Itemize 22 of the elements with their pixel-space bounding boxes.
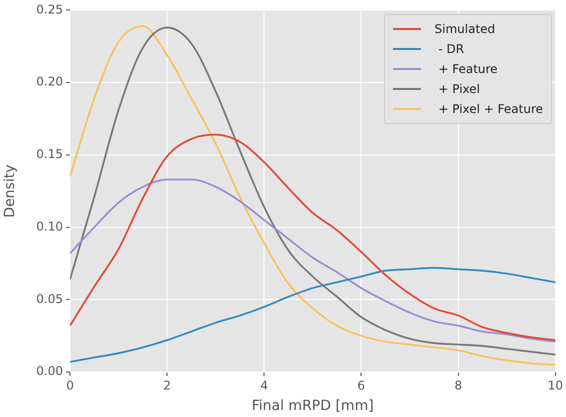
line-series bbox=[70, 178, 556, 343]
x-tick-label: 0 bbox=[66, 378, 74, 392]
legend-label: + Pixel bbox=[437, 82, 480, 96]
y-tick-label: 0.10 bbox=[36, 219, 63, 234]
y-tick-label: 0.20 bbox=[36, 74, 63, 89]
y-tick-label: 0.05 bbox=[36, 292, 63, 306]
x-tick-label: 2 bbox=[163, 378, 171, 392]
y-axis-title: Density bbox=[2, 164, 18, 218]
x-axis-title: Final mRPD [mm] bbox=[252, 398, 374, 414]
y-tick-label: 0.00 bbox=[36, 364, 63, 378]
legend-label: + Pixel + Feature bbox=[437, 102, 543, 116]
x-tick-label: 8 bbox=[454, 378, 462, 392]
legend-label: - DR bbox=[437, 42, 464, 56]
legend-label: + Feature bbox=[437, 62, 498, 76]
x-tick-label: 10 bbox=[548, 378, 564, 392]
y-tick-label: 0.25 bbox=[36, 2, 63, 16]
y-tick-label: 0.15 bbox=[36, 147, 63, 162]
x-tick-label: 6 bbox=[357, 378, 366, 392]
x-tick-label: 4 bbox=[260, 378, 268, 392]
line-series bbox=[70, 266, 556, 363]
line-series bbox=[70, 134, 556, 342]
legend-label: Simulated bbox=[434, 22, 496, 36]
